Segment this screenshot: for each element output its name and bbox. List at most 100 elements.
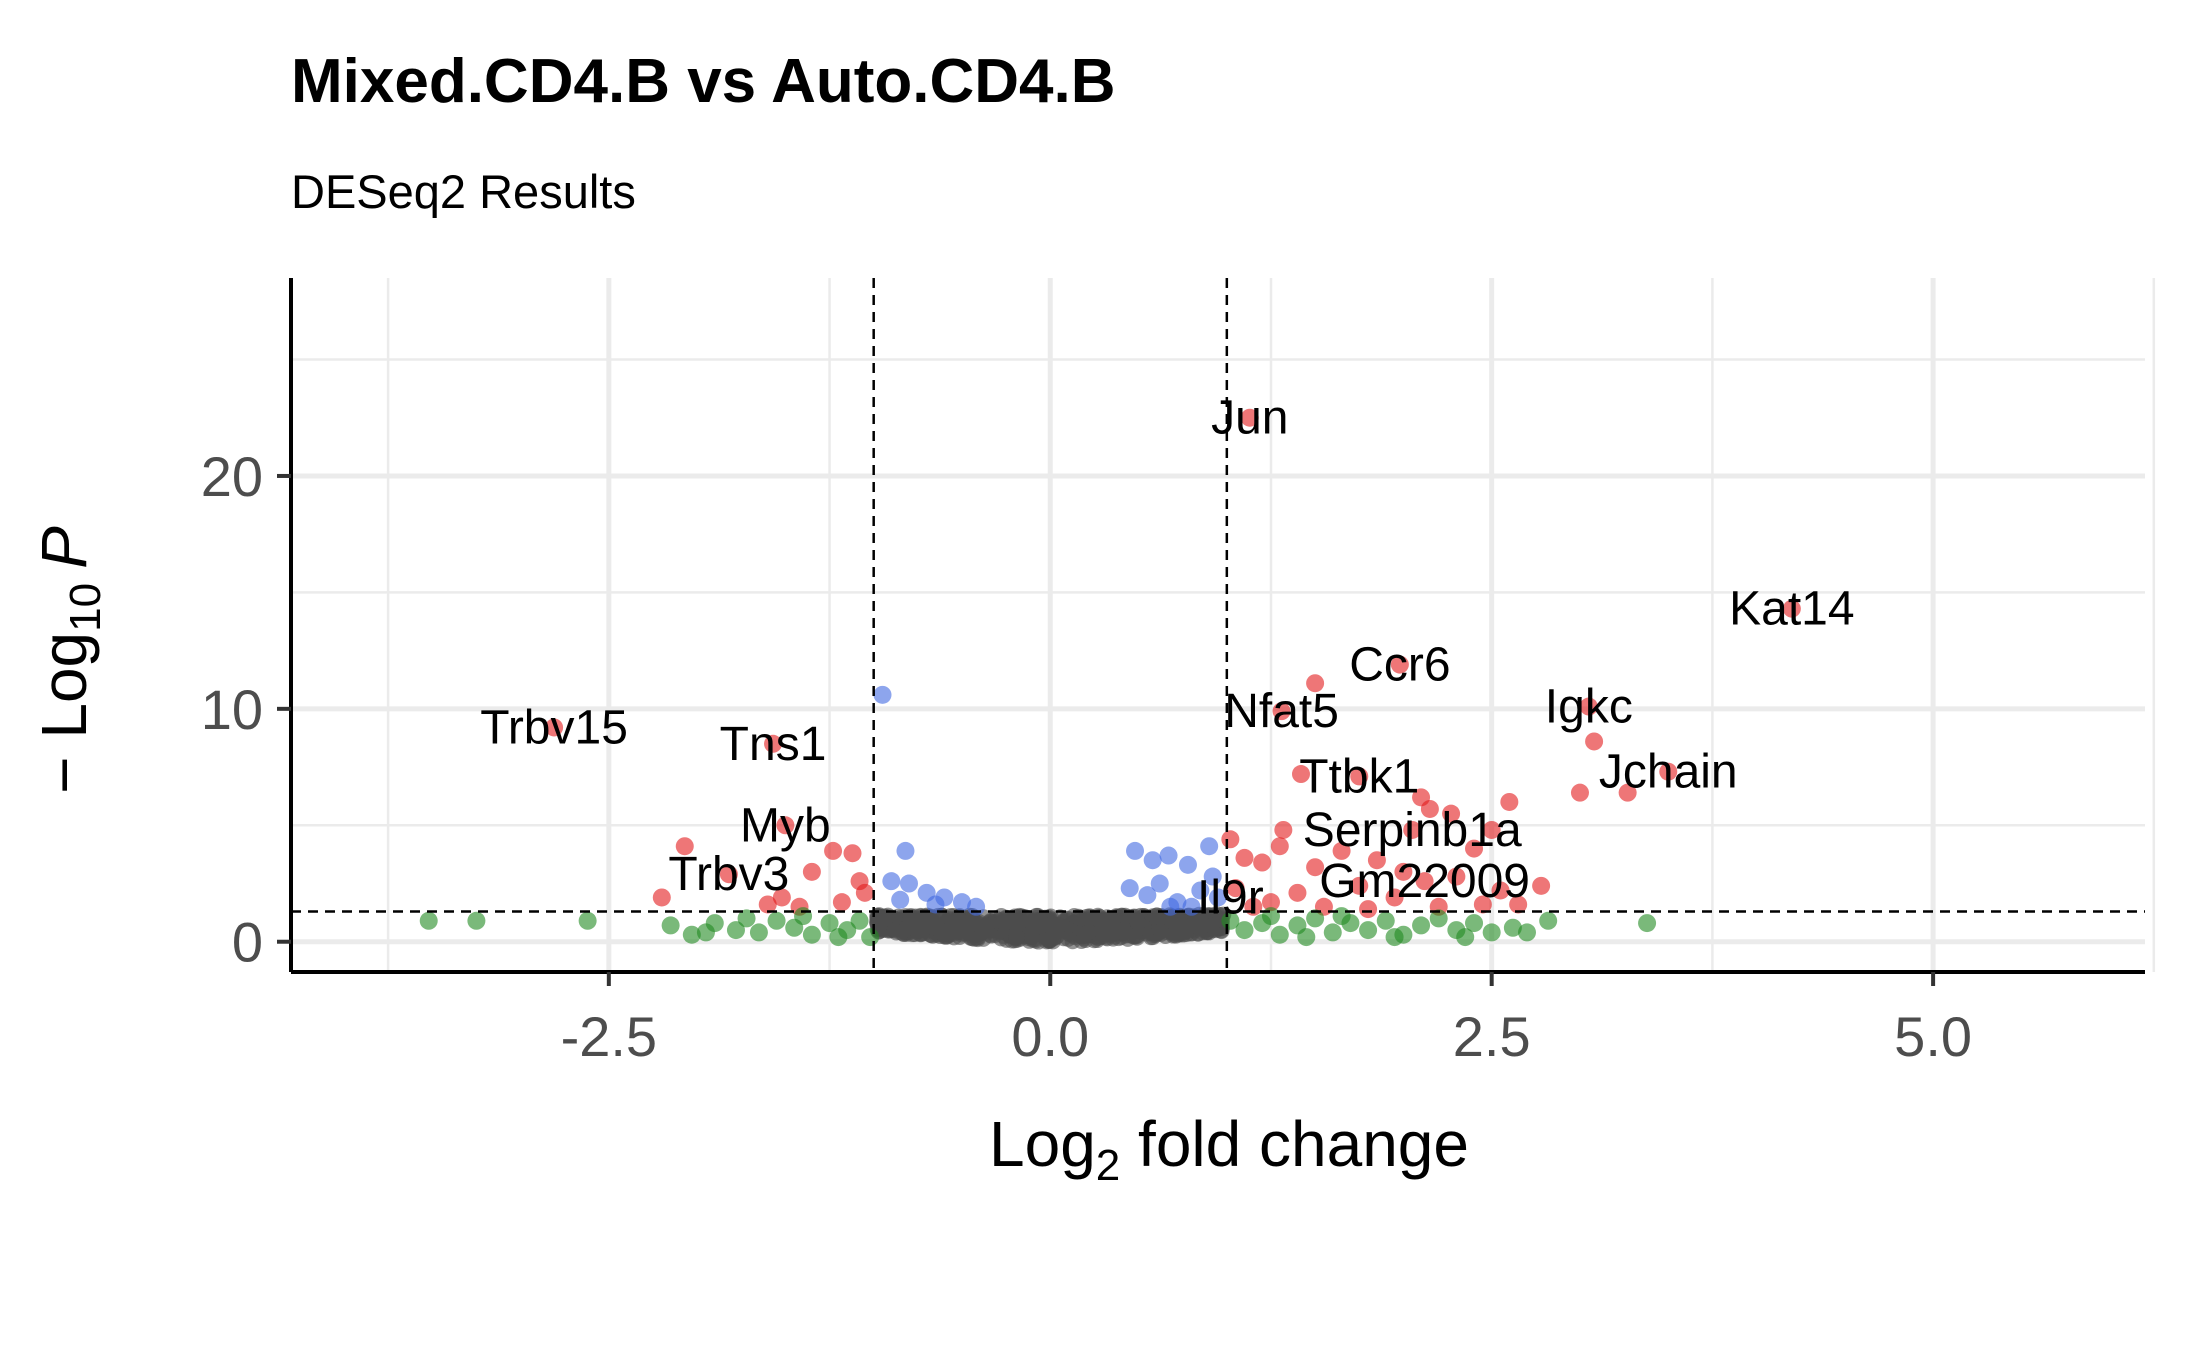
axes: -2.5 0.0 2.5 5.0 0 10 20 (201, 278, 2145, 1068)
point-log2fc (578, 911, 597, 930)
gene-label: Trbv15 (480, 701, 628, 754)
point-both (1442, 804, 1461, 823)
point-both (1420, 799, 1439, 818)
ns-point (956, 917, 973, 934)
point-both (1491, 881, 1510, 900)
point-p (1191, 881, 1210, 900)
point-both (1570, 783, 1589, 802)
point-log2fc (829, 928, 848, 947)
point-log2fc (467, 911, 486, 930)
point-p (891, 890, 910, 909)
point-both (1579, 697, 1598, 716)
point-log2fc (802, 925, 821, 944)
point-p (1159, 846, 1178, 865)
non-significant-points (869, 906, 1232, 950)
point-log2fc (1376, 911, 1395, 930)
x-tick-label: 2.5 (1453, 1005, 1531, 1068)
gene-label: Myb (740, 799, 831, 852)
point-both (719, 865, 738, 884)
point-p (900, 874, 918, 893)
point-both (1465, 839, 1484, 858)
point-p (1209, 888, 1227, 907)
point-log2fc (1503, 918, 1522, 937)
point-log2fc (1412, 916, 1431, 935)
point-both (1500, 792, 1519, 811)
point-log2fc (1235, 921, 1254, 940)
point-both (1403, 820, 1422, 839)
point-log2fc (1323, 923, 1342, 942)
y-axis-title: − Log10P (28, 526, 110, 794)
point-both (1585, 732, 1604, 751)
point-p (1126, 841, 1145, 860)
point-log2fc (696, 923, 715, 942)
point-log2fc (1456, 928, 1475, 947)
point-log2fc (1261, 907, 1280, 926)
ns-point (1050, 917, 1067, 934)
gene-labels: Jun Kat14 Ccr6 Igkc Nfat5 Trbv15 Tns1 Jchain Ttb… (480, 392, 1854, 925)
point-log2fc (820, 914, 839, 933)
point-log2fc (1465, 914, 1484, 933)
point-log2fc (767, 911, 786, 930)
point-log2fc (1359, 921, 1378, 940)
point-p (896, 841, 915, 860)
point-both (776, 816, 795, 835)
ns-point (969, 915, 986, 932)
point-both (1509, 895, 1528, 914)
point-p (1178, 855, 1197, 874)
point-both (545, 718, 564, 737)
point-both (824, 841, 843, 860)
point-both (772, 888, 791, 907)
point-log2fc (1306, 909, 1325, 928)
point-log2fc (419, 911, 438, 930)
point-both (652, 888, 671, 907)
gene-label: Ccr6 (1349, 639, 1450, 692)
point-both (1367, 851, 1386, 870)
ns-point (1152, 923, 1169, 940)
point-log2fc (1332, 907, 1351, 926)
point-log2fc (1539, 911, 1558, 930)
point-log2fc (1518, 923, 1536, 942)
grid (291, 278, 2156, 972)
ns-point (969, 931, 986, 948)
ns-point (1021, 912, 1038, 929)
ns-point (1000, 913, 1017, 930)
point-log2fc (1270, 925, 1289, 944)
point-both (1659, 762, 1678, 781)
ns-point (1008, 929, 1025, 946)
gene-label: Trbv3 (668, 848, 789, 901)
ns-point (1080, 924, 1097, 941)
point-both (1332, 841, 1351, 860)
point-p (873, 685, 892, 704)
ns-point (944, 916, 961, 933)
point-both (1306, 858, 1325, 877)
gene-label: Ttbk1 (1299, 750, 1419, 803)
gene-label: Jchain (1599, 746, 1738, 799)
point-both (1359, 900, 1378, 919)
point-p (1161, 897, 1180, 916)
ns-point (1165, 926, 1182, 943)
gene-label: Tns1 (720, 718, 827, 771)
point-log2fc (1385, 928, 1404, 947)
point-log2fc (1482, 923, 1501, 942)
gene-label: Nfat5 (1224, 685, 1339, 738)
point-both (675, 837, 694, 856)
point-both (1226, 879, 1245, 898)
x-axis-title: Log2 fold change (989, 1108, 1469, 1190)
gene-label: Gm22009 (1319, 855, 1530, 908)
ns-point (1129, 914, 1146, 931)
point-both (1221, 830, 1240, 849)
point-log2fc (1429, 909, 1448, 928)
point-both (1306, 674, 1325, 693)
y-tick-label: 10 (201, 678, 263, 741)
x-tick-label: -2.5 (561, 1005, 658, 1068)
point-log2fc (749, 923, 768, 942)
gene-label: Kat14 (1729, 583, 1854, 636)
point-p (1138, 886, 1157, 905)
point-both (1350, 876, 1369, 895)
point-p (1120, 879, 1139, 898)
data-points (419, 408, 1801, 947)
point-both (1261, 893, 1280, 912)
ns-point (1126, 928, 1143, 945)
point-both (1270, 837, 1289, 856)
